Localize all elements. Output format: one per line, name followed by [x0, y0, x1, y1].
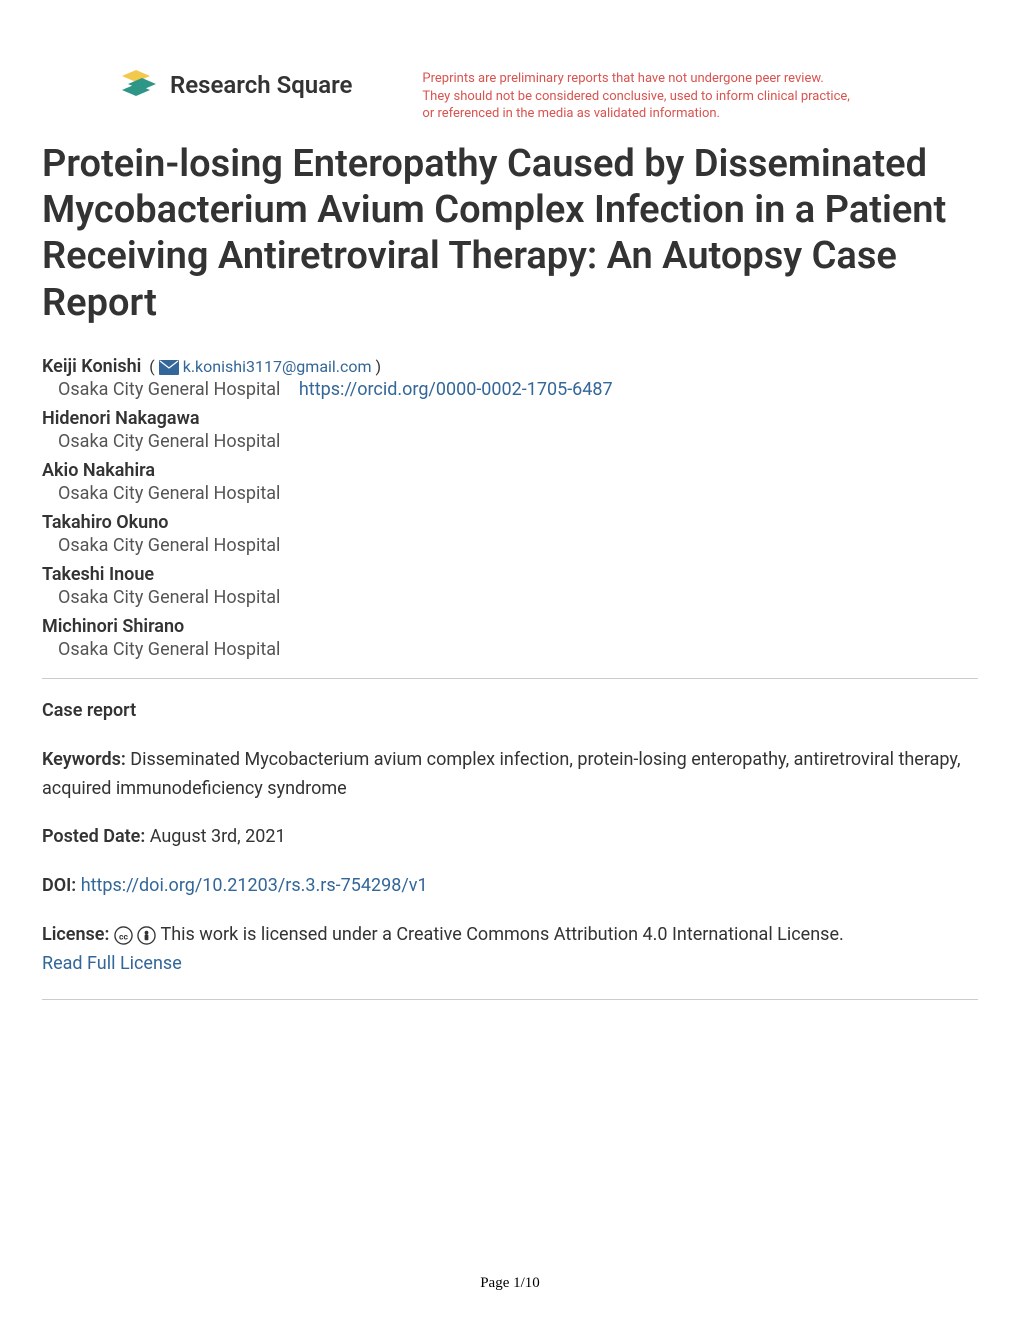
author-block: Michinori Shirano Osaka City General Hos…: [42, 616, 978, 660]
article-title: Protein-losing Enteropathy Caused by Dis…: [42, 141, 978, 326]
author-name: Takahiro Okuno: [42, 512, 978, 533]
keywords-label: Keywords:: [42, 749, 126, 770]
paren-close: ): [376, 357, 382, 376]
by-icon: [137, 926, 156, 945]
author-name: Michinori Shirano: [42, 616, 978, 637]
cc-icon: cc: [114, 926, 133, 945]
disclaimer-line: They should not be considered conclusive…: [422, 88, 849, 106]
logo-block: Research Square: [122, 70, 352, 100]
header-row: Research Square Preprints are preliminar…: [42, 70, 978, 123]
doi-link[interactable]: https://doi.org/10.21203/rs.3.rs-754298/…: [81, 875, 428, 896]
author-block: Takeshi Inoue Osaka City General Hospita…: [42, 564, 978, 608]
envelope-icon: [159, 360, 179, 375]
author-name: Keiji Konishi: [42, 356, 141, 377]
author-affiliation: Osaka City General Hospital: [58, 431, 978, 452]
affiliation-text: Osaka City General Hospital: [58, 379, 280, 400]
author-name: Hidenori Nakagawa: [42, 408, 978, 429]
posted-date-row: Posted Date: August 3rd, 2021: [42, 823, 978, 852]
posted-date-value: August 3rd, 2021: [150, 826, 286, 847]
orcid-link[interactable]: https://orcid.org/0000-0002-1705-6487: [299, 379, 613, 400]
author-affiliation: Osaka City General Hospital: [58, 639, 978, 660]
author-block: Akio Nakahira Osaka City General Hospita…: [42, 460, 978, 504]
author-block: Takahiro Okuno Osaka City General Hospit…: [42, 512, 978, 556]
divider: [42, 999, 978, 1000]
divider: [42, 678, 978, 679]
disclaimer-line: or referenced in the media as validated …: [422, 105, 849, 123]
read-full-license-link[interactable]: Read Full License: [42, 953, 182, 974]
author-block: Keiji Konishi ( k.konishi3117@gmail.com …: [42, 356, 978, 400]
meta-section: Case report Keywords: Disseminated Mycob…: [42, 697, 978, 979]
author-affiliation: Osaka City General Hospital https://orci…: [58, 379, 978, 400]
svg-text:cc: cc: [119, 932, 128, 942]
keywords-text: Disseminated Mycobacterium avium complex…: [42, 749, 961, 799]
author-name: Takeshi Inoue: [42, 564, 978, 585]
author-affiliation: Osaka City General Hospital: [58, 535, 978, 556]
authors-list: Keiji Konishi ( k.konishi3117@gmail.com …: [42, 356, 978, 660]
article-type-label: Case report: [42, 700, 136, 721]
research-square-logo-icon: [122, 70, 160, 100]
license-text: This work is licensed under a Creative C…: [160, 924, 843, 945]
posted-date-label: Posted Date:: [42, 826, 145, 847]
page-number: Page 1/10: [480, 1275, 540, 1292]
brand-name: Research Square: [170, 71, 352, 99]
article-type: Case report: [42, 697, 978, 726]
disclaimer-line: Preprints are preliminary reports that h…: [422, 70, 849, 88]
keywords-row: Keywords: Disseminated Mycobacterium avi…: [42, 746, 978, 804]
preprint-disclaimer: Preprints are preliminary reports that h…: [422, 70, 849, 123]
doi-label: DOI:: [42, 875, 76, 896]
author-email-link[interactable]: k.konishi3117@gmail.com: [183, 357, 372, 376]
author-name: Akio Nakahira: [42, 460, 978, 481]
license-row: License: cc This work is licensed under …: [42, 921, 978, 979]
paren-open: (: [145, 357, 158, 376]
author-block: Hidenori Nakagawa Osaka City General Hos…: [42, 408, 978, 452]
author-affiliation: Osaka City General Hospital: [58, 483, 978, 504]
doi-row: DOI: https://doi.org/10.21203/rs.3.rs-75…: [42, 872, 978, 901]
license-label: License:: [42, 924, 109, 945]
author-affiliation: Osaka City General Hospital: [58, 587, 978, 608]
